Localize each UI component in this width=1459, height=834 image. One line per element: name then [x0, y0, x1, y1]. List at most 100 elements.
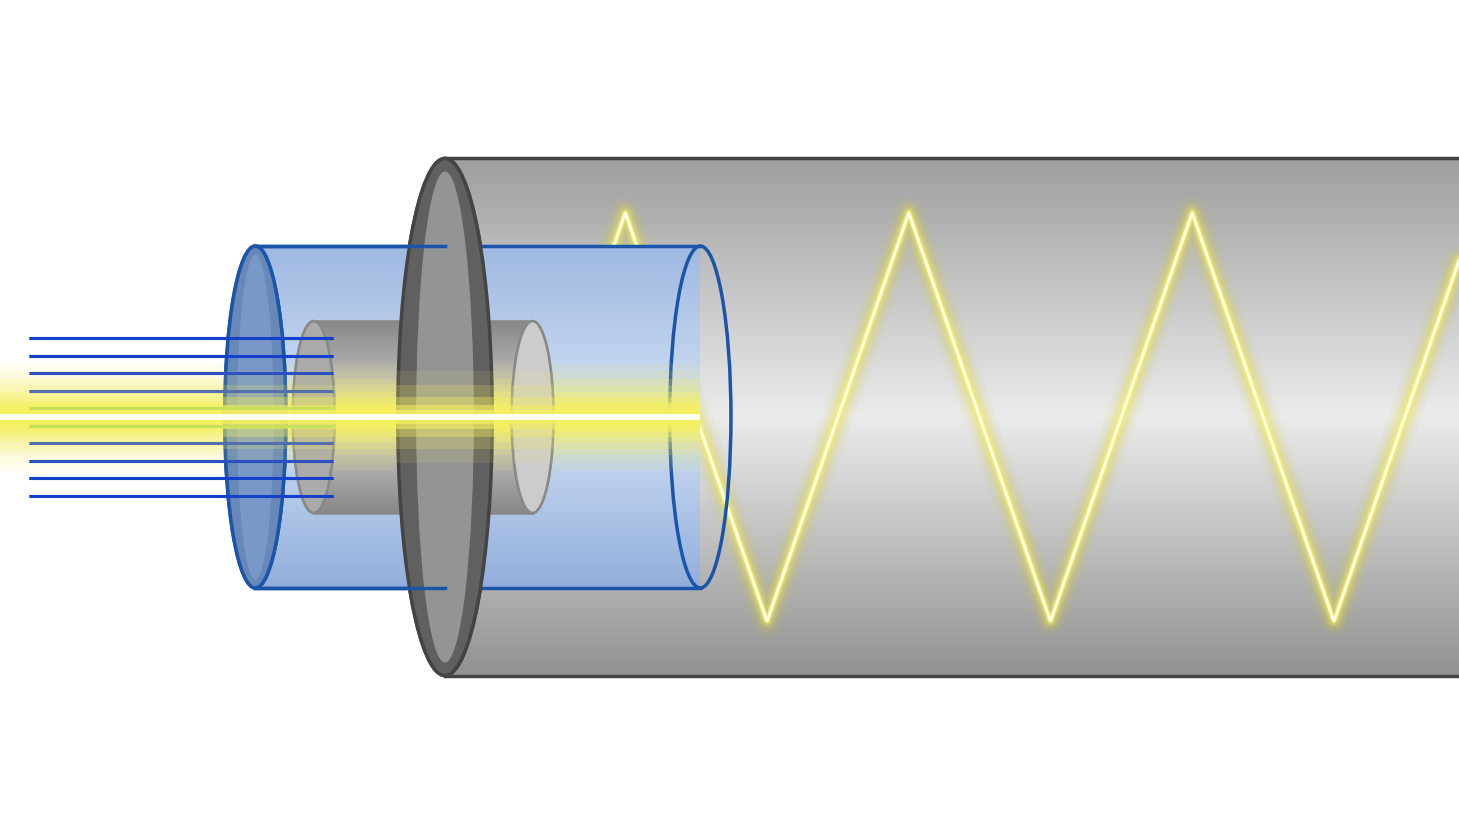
- Bar: [445, 660, 1459, 661]
- Bar: [445, 179, 1459, 181]
- Bar: [445, 220, 1459, 222]
- Bar: [445, 669, 1459, 671]
- Bar: [445, 238, 1459, 239]
- Bar: [255, 447, 700, 448]
- Ellipse shape: [512, 321, 553, 513]
- Bar: [255, 435, 700, 436]
- Bar: [255, 502, 700, 504]
- Bar: [445, 515, 1459, 517]
- Bar: [255, 384, 700, 385]
- Bar: [445, 474, 1459, 475]
- Bar: [445, 302, 1459, 304]
- Bar: [255, 427, 700, 429]
- Bar: [445, 246, 1459, 248]
- Bar: [255, 554, 700, 555]
- Bar: [445, 233, 1459, 234]
- Bar: [255, 579, 700, 580]
- Bar: [445, 369, 1459, 370]
- Bar: [255, 379, 700, 380]
- Bar: [445, 339, 1459, 341]
- Bar: [255, 458, 700, 460]
- Bar: [445, 200, 1459, 202]
- Bar: [445, 362, 1459, 364]
- Bar: [445, 208, 1459, 210]
- Bar: [255, 354, 700, 355]
- Bar: [445, 535, 1459, 536]
- Bar: [445, 264, 1459, 265]
- Bar: [255, 267, 700, 268]
- Bar: [445, 451, 1459, 453]
- Bar: [0, 402, 700, 432]
- Bar: [445, 214, 1459, 215]
- Bar: [445, 661, 1459, 664]
- Bar: [445, 656, 1459, 658]
- Bar: [255, 457, 700, 458]
- Bar: [445, 422, 1459, 424]
- Bar: [445, 464, 1459, 465]
- Bar: [445, 441, 1459, 443]
- Bar: [445, 260, 1459, 262]
- Bar: [255, 486, 700, 488]
- Bar: [445, 229, 1459, 231]
- Bar: [445, 617, 1459, 619]
- Bar: [255, 335, 700, 336]
- Bar: [445, 601, 1459, 603]
- Bar: [445, 506, 1459, 509]
- Bar: [445, 328, 1459, 329]
- Bar: [445, 309, 1459, 310]
- Bar: [445, 530, 1459, 532]
- Bar: [255, 365, 700, 367]
- Bar: [255, 441, 700, 442]
- Bar: [445, 188, 1459, 189]
- Bar: [255, 492, 700, 494]
- Bar: [255, 541, 700, 542]
- Bar: [255, 491, 700, 492]
- Bar: [255, 569, 700, 570]
- Bar: [255, 380, 700, 382]
- Bar: [445, 357, 1459, 359]
- Bar: [445, 194, 1459, 196]
- Bar: [255, 523, 700, 524]
- Bar: [255, 429, 700, 430]
- Bar: [445, 591, 1459, 593]
- Bar: [255, 423, 700, 424]
- Bar: [445, 283, 1459, 284]
- Bar: [445, 658, 1459, 660]
- Bar: [445, 396, 1459, 398]
- Bar: [255, 358, 700, 359]
- Bar: [445, 178, 1459, 179]
- Bar: [445, 584, 1459, 586]
- Bar: [255, 283, 700, 284]
- Bar: [445, 522, 1459, 524]
- Bar: [445, 379, 1459, 381]
- Bar: [445, 572, 1459, 574]
- Bar: [445, 643, 1459, 645]
- Bar: [445, 158, 1459, 160]
- Bar: [445, 250, 1459, 252]
- Bar: [445, 377, 1459, 379]
- Bar: [445, 205, 1459, 207]
- Bar: [255, 545, 700, 547]
- Bar: [445, 519, 1459, 520]
- Bar: [255, 404, 700, 405]
- Bar: [445, 440, 1459, 441]
- Bar: [255, 276, 700, 277]
- Bar: [0, 385, 700, 449]
- Bar: [445, 305, 1459, 307]
- Bar: [445, 672, 1459, 674]
- Bar: [255, 445, 700, 447]
- Bar: [0, 371, 700, 463]
- Bar: [255, 498, 700, 499]
- Bar: [255, 570, 700, 572]
- Bar: [255, 377, 700, 379]
- Bar: [255, 292, 700, 293]
- Bar: [255, 530, 700, 531]
- Bar: [255, 278, 700, 279]
- Bar: [255, 389, 700, 391]
- Bar: [445, 417, 1459, 419]
- Bar: [255, 386, 700, 387]
- Bar: [255, 438, 700, 439]
- Bar: [255, 537, 700, 538]
- Bar: [445, 222, 1459, 224]
- Bar: [445, 650, 1459, 651]
